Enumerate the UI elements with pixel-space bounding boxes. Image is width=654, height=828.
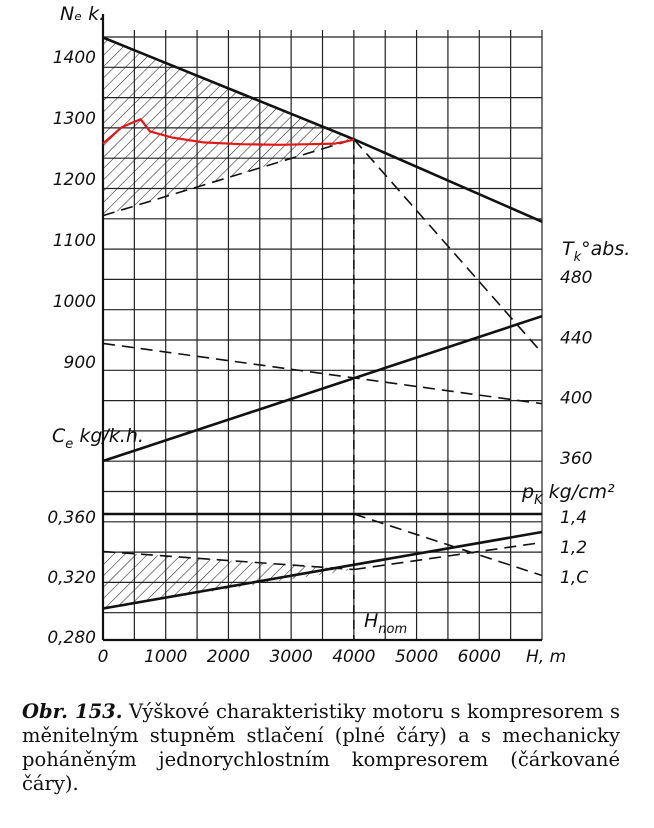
power-tick-label: 1200	[53, 170, 96, 190]
pressure-tick-label: 1,C	[560, 568, 588, 588]
caption-text: Výškové charakteristiky motoru s kompres…	[22, 700, 620, 795]
x-axis-label: H, m	[526, 647, 566, 667]
temperature-solid-line-4	[102, 314, 543, 463]
power-red-line-3	[102, 118, 355, 146]
power-tick-label: 900	[64, 353, 96, 373]
pressure-tick-label: 1,4	[560, 508, 587, 528]
temperature-tick-label: 360	[560, 449, 592, 469]
altitude-characteristics-chart: 0 1000 2000 3000 4000 5000 6000 1100 1200 1300 140…	[47, 3, 630, 667]
x-tick-label: 5000	[395, 647, 438, 667]
pressure-tick-label: 1,2	[560, 538, 587, 558]
tick-labels: 0 1000 2000 3000 4000 5000 6000 1100 1200 1300 140…	[47, 48, 592, 667]
temperature-dashed-line-5	[102, 342, 543, 405]
x-tick-label: 3000	[270, 647, 313, 667]
temperature-tick-label: 440	[560, 328, 592, 348]
fuel_consumption-solid-line-6	[102, 530, 543, 610]
power-dashed-line-2	[353, 138, 543, 354]
hatched-areas	[103, 37, 354, 609]
power-tick-label: 1000	[53, 292, 96, 312]
power-tick-label: 1100	[53, 231, 96, 251]
axis-labels: Nₑ k. Tk°abs. Ce kg/k.h. pK kg/cm² H, m …	[52, 3, 630, 667]
x-tick-label: 6000	[458, 647, 501, 667]
x-tick-label: 1000	[144, 647, 187, 667]
x-tick-label: 0	[98, 647, 109, 667]
temperature-axis-label: Tk°abs.	[562, 238, 630, 265]
x-tick-label: 4000	[332, 647, 375, 667]
power-tick-label: 1300	[53, 109, 96, 129]
caption-lead: Obr. 153.	[22, 700, 123, 723]
x-tick-label: 2000	[207, 647, 250, 667]
fuel_consumption-dashed-line-8	[353, 541, 543, 571]
series-lines	[102, 36, 543, 610]
fuel_consumption-tick-label: 0,360	[47, 508, 96, 528]
temperature-tick-label: 480	[560, 268, 592, 288]
fuel_consumption-dashed-line-7	[102, 550, 354, 571]
power-dashed-line-1	[102, 138, 355, 217]
power-axis-label: Nₑ k.	[60, 3, 105, 25]
pressure-dashed-line-10	[353, 513, 543, 577]
consumption-hatch-area	[103, 551, 354, 609]
power-tick-label: 1400	[53, 48, 96, 68]
power-hatch-area	[103, 37, 354, 216]
figure-caption: Obr. 153. Výškové charakteristiky motoru…	[22, 700, 620, 796]
h-nom-label: Hnom	[364, 610, 407, 637]
fuel_consumption-tick-label: 0,280	[47, 628, 96, 648]
temperature-tick-label: 400	[560, 389, 592, 409]
fuel-consumption-axis-label: Ce kg/k.h.	[52, 425, 144, 452]
fuel_consumption-tick-label: 0,320	[47, 568, 96, 588]
pressure-axis-label: pK kg/cm²	[521, 481, 615, 508]
